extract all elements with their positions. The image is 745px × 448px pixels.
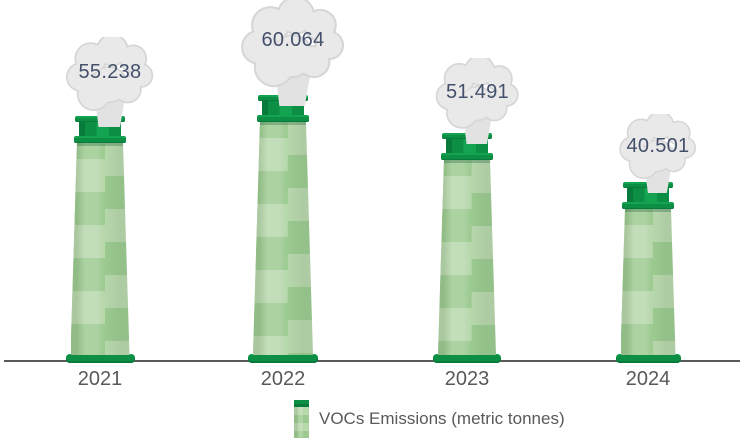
chimney-body	[70, 143, 130, 355]
value-label-2024: 40.501	[626, 135, 690, 157]
chimney-2023	[422, 133, 512, 363]
smoke-cloud-2023	[435, 58, 519, 144]
legend: VOCs Emissions (metric tonnes)	[294, 398, 565, 440]
chimney-body	[253, 122, 313, 355]
chimney-body	[620, 209, 676, 355]
chimney-2021	[55, 116, 145, 363]
legend-label: VOCs Emissions (metric tonnes)	[319, 409, 565, 428]
chimney-cap-bottom-rim	[257, 115, 309, 122]
chimney-cap-bottom-rim	[441, 153, 493, 160]
chimney-base	[433, 354, 501, 363]
value-label-2021: 55.238	[78, 61, 142, 83]
value-label-2022: 60.064	[261, 29, 325, 51]
chimney-base	[248, 354, 318, 363]
chimney-2022	[238, 95, 328, 363]
chimney-2024	[603, 182, 693, 363]
year-label-2024: 2024	[625, 368, 671, 390]
chimney-cap-bottom-rim	[74, 136, 126, 143]
legend-chimney-icon	[294, 400, 309, 438]
chimney-base	[615, 354, 681, 363]
chimney-cap-bottom-rim	[622, 202, 674, 209]
chimney-base	[65, 354, 135, 363]
smoke-cloud-2024	[619, 114, 697, 193]
legend-chimney-cap	[294, 400, 309, 404]
x-axis-line	[4, 360, 740, 362]
year-label-2023: 2023	[444, 368, 490, 390]
legend-chimney-collar	[294, 404, 309, 407]
chimney-body	[438, 160, 496, 355]
smoke-cloud-2022	[241, 0, 345, 106]
value-label-2023: 51.491	[446, 81, 509, 103]
legend-chimney-body	[294, 407, 309, 438]
year-label-2021: 2021	[77, 368, 123, 390]
smoke-cloud-2021	[65, 37, 154, 127]
year-label-2022: 2022	[260, 368, 306, 390]
